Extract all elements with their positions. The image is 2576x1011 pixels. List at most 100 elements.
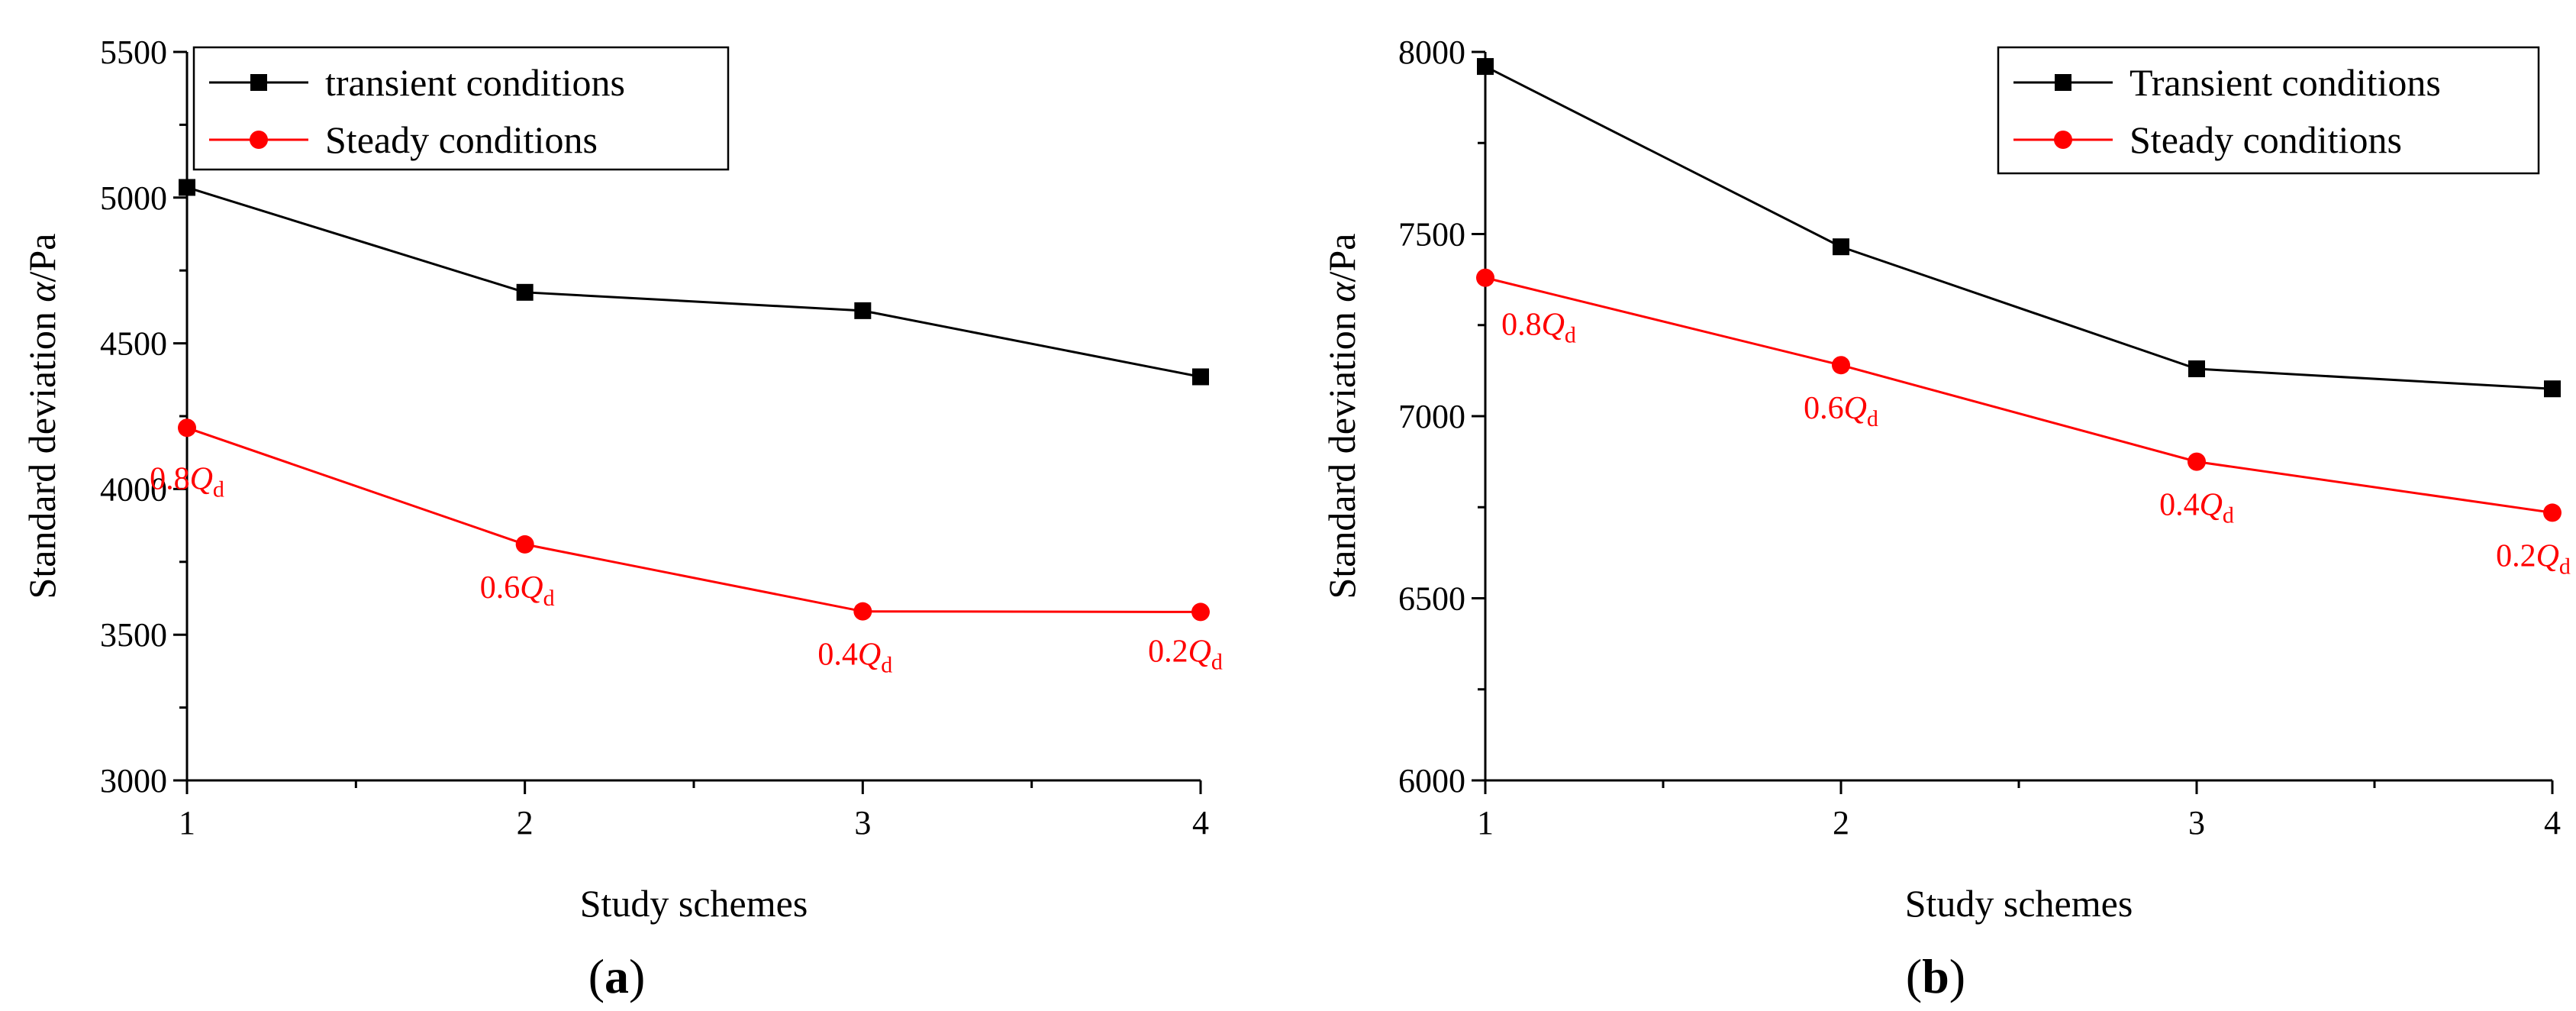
annotation-subscript: d <box>213 476 224 502</box>
y-tick-label: 3500 <box>100 616 167 654</box>
legend-label: transient conditions <box>325 61 625 104</box>
data-point-square <box>854 302 872 319</box>
data-point-circle <box>2543 503 2561 522</box>
annotation-symbol: Q <box>2536 538 2559 573</box>
annotation-subscript: d <box>543 586 555 611</box>
annotation-number: 0.2 <box>2496 538 2536 573</box>
annotation-number: 0.4 <box>2159 488 2200 523</box>
x-tick-label: 2 <box>1833 804 1849 841</box>
y-axis-title: Standard deviation α/Pa <box>1320 234 1363 599</box>
annotation-subscript: d <box>1211 649 1223 674</box>
panel-label: (b) <box>1906 949 1965 1003</box>
flow-rate-annotation: 0.4Qd <box>2159 488 2234 528</box>
legend-marker-circle <box>2054 131 2072 149</box>
annotation-symbol: Q <box>1844 391 1867 426</box>
y-tick-label: 5000 <box>100 179 167 217</box>
legend-label: Steady conditions <box>325 118 598 161</box>
annotation-number: 0.8 <box>150 461 190 496</box>
data-point-circle <box>1191 602 1210 622</box>
y-tick-label: 7000 <box>1398 398 1465 435</box>
data-point-square <box>2544 380 2561 398</box>
annotation-number: 0.4 <box>817 638 858 673</box>
annotation-subscript: d <box>1867 406 1878 431</box>
panel-label-close: ) <box>629 949 645 1003</box>
x-tick-label: 4 <box>2544 804 2561 841</box>
flow-rate-annotation: 0.8Qd <box>150 461 224 502</box>
panel-label-open: ( <box>588 949 605 1003</box>
annotation-subscript: d <box>1565 323 1576 348</box>
y-axis-title: Standard deviation α/Pa <box>21 234 63 599</box>
annotation-number: 0.6 <box>1804 391 1844 426</box>
legend-label: Transient conditions <box>2129 61 2441 104</box>
data-point-circle <box>853 602 872 621</box>
data-point-circle <box>1832 356 1850 375</box>
data-point-circle <box>178 418 196 438</box>
annotation-number: 0.8 <box>1501 308 1542 343</box>
annotation-symbol: Q <box>1188 634 1211 669</box>
y-tick-label: 7500 <box>1398 216 1465 254</box>
data-point-square <box>1833 238 1849 256</box>
y-tick-label: 4500 <box>100 325 167 363</box>
data-point-circle <box>2188 452 2206 471</box>
chart-b: 6000 6500 7000 7500 8000 1 2 3 4 Study schemes Sta… <box>1320 34 2571 1003</box>
annotation-symbol: Q <box>190 461 213 496</box>
x-tick-label: 2 <box>517 804 534 841</box>
x-axis-title: Study schemes <box>580 882 808 925</box>
flow-rate-annotation: 0.6Qd <box>1804 391 1878 431</box>
x-tick-label: 4 <box>1192 804 1209 841</box>
data-point-square <box>179 179 195 196</box>
flow-rate-annotation: 0.6Qd <box>480 570 555 611</box>
legend-box <box>192 46 730 171</box>
panel-label-letter: b <box>1922 949 1949 1003</box>
legend-marker-square <box>2055 74 2071 91</box>
x-tick-label: 1 <box>1477 804 1494 841</box>
x-axis-title: Study schemes <box>1905 882 2133 925</box>
y-tick-label: 6500 <box>1398 580 1465 618</box>
series-line-1 <box>186 186 1201 378</box>
data-point-square <box>516 283 534 301</box>
y-axis-title-text: Standard deviation <box>1320 302 1363 599</box>
panel-label-close: ) <box>1949 949 1965 1003</box>
flow-rate-annotation: 0.2Qd <box>1148 634 1223 674</box>
y-axis-title-symbol: α <box>1320 281 1363 302</box>
flow-rate-annotation: 0.8Qd <box>1501 308 1576 348</box>
series-line-2 <box>186 426 1201 613</box>
annotation-subscript: d <box>2559 554 2571 579</box>
annotation-symbol: Q <box>520 570 543 606</box>
flow-rate-annotation: 0.2Qd <box>2496 538 2571 579</box>
annotation-subscript: d <box>2223 503 2234 528</box>
legend-marker-circle <box>250 131 268 149</box>
y-tick-label: 3000 <box>100 762 167 799</box>
y-tick-label: 5500 <box>100 34 167 71</box>
x-tick-label: 3 <box>2188 804 2205 841</box>
legend-label: Steady conditions <box>2129 118 2402 161</box>
panel-label: (a) <box>588 949 646 1003</box>
data-point-circle <box>1476 268 1494 287</box>
legend-marker-square <box>250 74 267 91</box>
data-point-square <box>1477 58 1494 76</box>
data-point-square <box>2188 360 2205 377</box>
y-tick-label: 6000 <box>1398 762 1465 799</box>
y-axis-title-unit: /Pa <box>1320 234 1363 283</box>
y-tick-label: 4000 <box>100 470 167 508</box>
panel-label-letter: a <box>605 949 629 1003</box>
annotation-symbol: Q <box>2200 488 2223 523</box>
panel-label-open: ( <box>1906 949 1922 1003</box>
series-line-1 <box>1485 65 2553 390</box>
annotation-number: 0.6 <box>480 570 521 606</box>
series-line-2 <box>1485 276 2553 514</box>
chart-a: 3000 3500 4000 4500 5000 5500 1 2 3 4 Study scheme… <box>21 34 1223 1003</box>
y-tick-label: 8000 <box>1398 34 1465 71</box>
y-axis-title-text: Standard deviation <box>21 302 63 599</box>
annotation-subscript: d <box>881 653 892 678</box>
x-tick-label: 3 <box>854 804 871 841</box>
data-point-circle <box>515 535 534 554</box>
y-axis-title-symbol: α <box>21 281 63 302</box>
annotation-number: 0.2 <box>1148 634 1188 669</box>
y-axis-title-unit: /Pa <box>21 234 63 283</box>
annotation-symbol: Q <box>858 638 881 673</box>
flow-rate-annotation: 0.4Qd <box>817 638 892 678</box>
annotation-symbol: Q <box>1542 308 1565 343</box>
legend-box <box>1997 46 2540 175</box>
